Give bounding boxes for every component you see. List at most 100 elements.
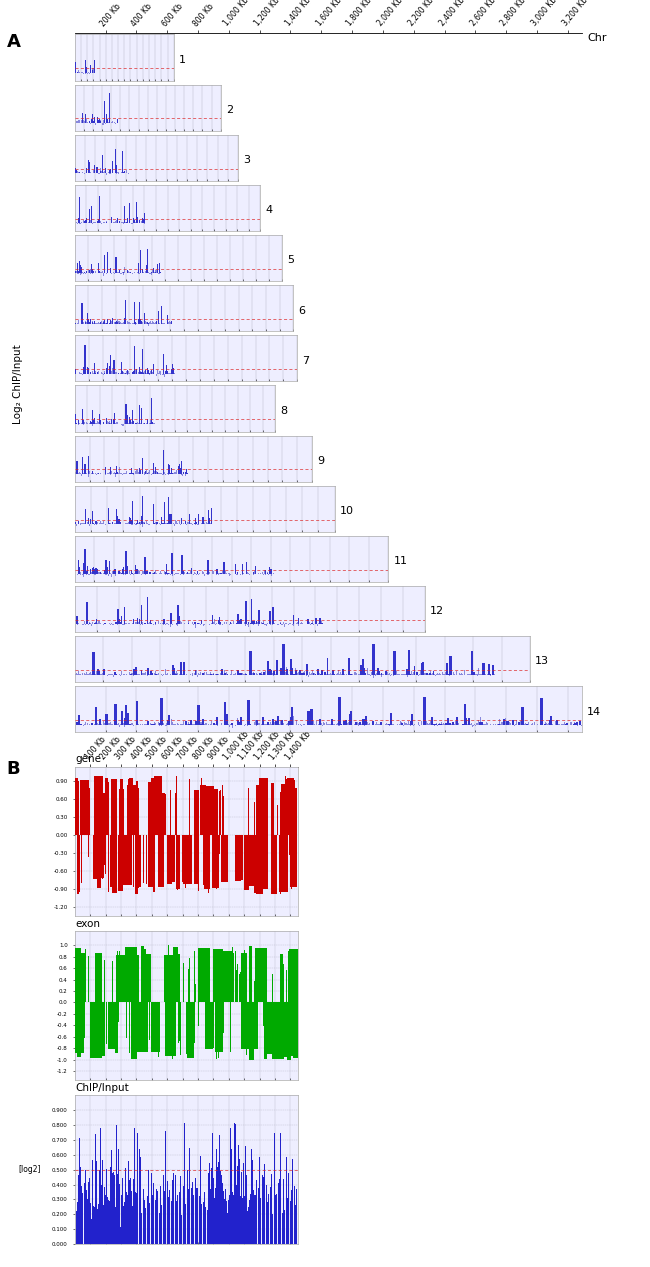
Bar bbox=[137, 220, 138, 223]
Bar bbox=[168, 715, 170, 725]
Bar bbox=[136, 780, 138, 835]
Bar bbox=[154, 777, 162, 835]
Bar bbox=[566, 723, 568, 725]
Bar bbox=[124, 607, 125, 625]
Bar bbox=[401, 722, 402, 725]
Bar bbox=[89, 1178, 90, 1244]
Bar bbox=[120, 522, 121, 525]
Bar bbox=[82, 317, 83, 323]
Bar bbox=[77, 835, 79, 895]
Bar bbox=[91, 1205, 92, 1244]
Bar bbox=[407, 673, 409, 674]
Bar bbox=[153, 835, 155, 892]
Bar bbox=[358, 725, 359, 726]
Bar bbox=[125, 706, 127, 725]
Bar bbox=[271, 783, 274, 835]
Bar bbox=[114, 569, 116, 574]
Bar bbox=[549, 721, 551, 725]
Bar bbox=[110, 1167, 111, 1244]
Bar bbox=[181, 555, 183, 574]
Bar bbox=[237, 720, 239, 725]
Bar bbox=[157, 264, 158, 274]
Bar bbox=[166, 564, 167, 574]
Bar bbox=[156, 522, 157, 525]
Bar bbox=[292, 1185, 293, 1244]
Bar bbox=[201, 722, 202, 725]
Bar bbox=[488, 664, 490, 674]
Bar bbox=[272, 607, 274, 625]
Bar bbox=[103, 220, 104, 223]
Bar bbox=[92, 471, 94, 474]
Bar bbox=[208, 835, 209, 893]
Bar bbox=[483, 670, 484, 674]
Bar bbox=[282, 1213, 283, 1244]
Bar bbox=[177, 1181, 179, 1244]
Bar bbox=[273, 723, 274, 725]
Bar bbox=[130, 1177, 131, 1244]
Bar bbox=[148, 370, 149, 374]
Bar bbox=[337, 723, 338, 725]
Bar bbox=[120, 789, 124, 835]
Bar bbox=[281, 1176, 282, 1244]
Bar bbox=[452, 721, 454, 725]
Bar bbox=[139, 220, 140, 223]
Bar bbox=[81, 780, 84, 835]
Bar bbox=[319, 720, 321, 725]
Bar bbox=[150, 670, 152, 674]
Bar bbox=[556, 720, 558, 725]
Bar bbox=[260, 1197, 261, 1244]
Bar bbox=[580, 721, 581, 725]
Bar bbox=[214, 1199, 215, 1244]
Bar bbox=[368, 721, 369, 725]
Bar bbox=[98, 264, 99, 274]
Bar bbox=[116, 1125, 117, 1244]
Bar bbox=[507, 721, 508, 725]
Bar bbox=[140, 670, 142, 674]
Bar bbox=[81, 220, 83, 223]
Text: 1: 1 bbox=[179, 54, 186, 65]
Bar bbox=[167, 720, 169, 725]
Bar bbox=[100, 322, 101, 323]
Bar bbox=[136, 1002, 148, 1052]
Bar bbox=[94, 364, 95, 374]
Bar bbox=[84, 721, 85, 725]
Bar bbox=[105, 560, 107, 574]
Bar bbox=[129, 417, 130, 424]
Bar bbox=[270, 670, 272, 674]
Bar bbox=[195, 517, 196, 525]
Bar bbox=[481, 725, 482, 726]
Bar bbox=[233, 1204, 235, 1244]
Bar bbox=[268, 611, 270, 625]
Bar bbox=[188, 623, 189, 625]
Bar bbox=[185, 521, 186, 525]
Bar bbox=[224, 723, 225, 725]
Bar bbox=[362, 659, 364, 674]
Bar bbox=[97, 669, 99, 674]
Bar bbox=[211, 508, 212, 525]
Bar bbox=[105, 171, 106, 174]
Bar bbox=[525, 722, 526, 725]
Bar bbox=[411, 722, 412, 725]
Bar bbox=[99, 1128, 101, 1244]
Bar bbox=[118, 835, 123, 891]
Bar bbox=[111, 419, 112, 424]
Bar bbox=[200, 722, 201, 725]
Bar bbox=[164, 573, 166, 574]
Bar bbox=[306, 664, 308, 674]
Bar bbox=[445, 718, 446, 725]
Bar bbox=[250, 1002, 254, 1059]
Bar bbox=[116, 957, 124, 1002]
Bar bbox=[372, 723, 373, 725]
Bar bbox=[96, 568, 97, 574]
Bar bbox=[118, 621, 120, 625]
Bar bbox=[109, 366, 110, 374]
Bar bbox=[212, 616, 213, 625]
Bar bbox=[232, 725, 233, 727]
Bar bbox=[116, 165, 117, 174]
Bar bbox=[121, 722, 122, 725]
Bar bbox=[109, 573, 110, 574]
Bar bbox=[162, 1201, 163, 1244]
Bar bbox=[189, 1204, 190, 1244]
Bar bbox=[226, 955, 227, 1002]
Bar bbox=[372, 644, 375, 674]
